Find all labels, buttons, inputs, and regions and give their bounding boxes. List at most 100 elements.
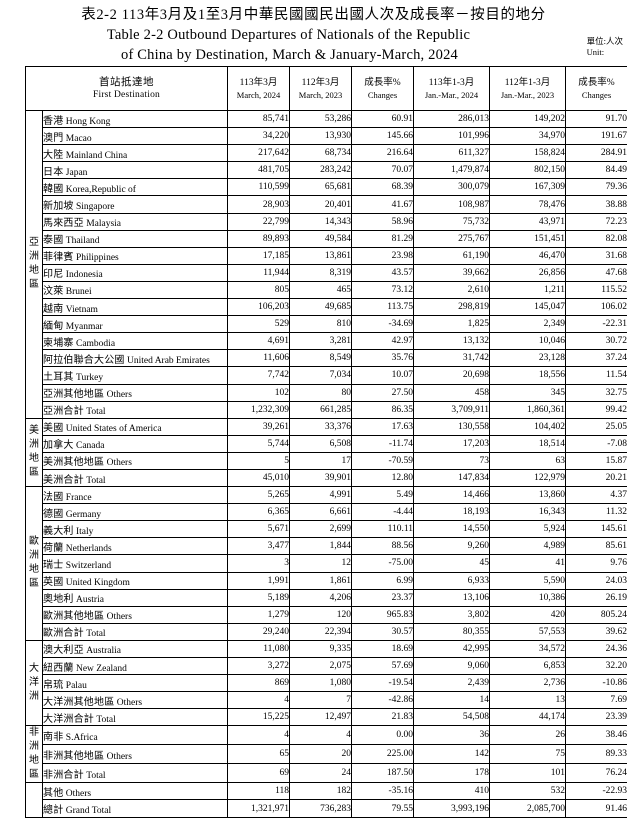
value-jan-mar-2024: 13,132	[414, 333, 490, 350]
value-jan-mar-2024: 14,466	[414, 487, 490, 504]
value-changes-monthly: 10.07	[352, 367, 414, 384]
value-changes-cumulative: -22.31	[566, 316, 627, 333]
value-jan-mar-2023: 44,174	[490, 709, 566, 726]
value-march-2024: 118	[228, 783, 290, 800]
value-march-2024: 11,944	[228, 264, 290, 281]
destination-cell: 法國 France	[43, 487, 228, 504]
value-changes-cumulative: 11.54	[566, 367, 627, 384]
value-march-2024: 217,642	[228, 145, 290, 162]
value-march-2023: 8,319	[290, 264, 352, 281]
value-changes-cumulative: 32.75	[566, 384, 627, 401]
value-changes-monthly: 6.99	[352, 572, 414, 589]
value-jan-mar-2024: 45	[414, 555, 490, 572]
value-jan-mar-2023: 101	[490, 764, 566, 783]
value-march-2024: 45,010	[228, 469, 290, 486]
value-jan-mar-2023: 46,470	[490, 247, 566, 264]
value-march-2023: 80	[290, 384, 352, 401]
destination-cell: 菲律賓 Philippines	[43, 247, 228, 264]
destination-cell: 香港 Hong Kong	[43, 111, 228, 128]
value-changes-monthly: 58.96	[352, 213, 414, 230]
value-march-2023: 9,335	[290, 640, 352, 657]
destination-cell: 土耳其 Turkey	[43, 367, 228, 384]
value-jan-mar-2024: 3,802	[414, 606, 490, 623]
value-jan-mar-2024: 54,508	[414, 709, 490, 726]
destination-cell: 義大利 Italy	[43, 521, 228, 538]
value-jan-mar-2023: 2,085,700	[490, 800, 566, 817]
value-jan-mar-2024: 2,439	[414, 675, 490, 692]
value-jan-mar-2023: 26	[490, 726, 566, 745]
value-march-2023: 68,734	[290, 145, 352, 162]
value-jan-mar-2024: 61,190	[414, 247, 490, 264]
value-march-2023: 1,844	[290, 538, 352, 555]
value-jan-mar-2023: 34,970	[490, 128, 566, 145]
destination-cell: 越南 Vietnam	[43, 299, 228, 316]
value-march-2023: 4,991	[290, 487, 352, 504]
value-changes-monthly: 43.57	[352, 264, 414, 281]
value-march-2023: 182	[290, 783, 352, 800]
value-jan-mar-2024: 3,993,196	[414, 800, 490, 817]
value-march-2024: 5,265	[228, 487, 290, 504]
column-header-jan-mar-2024: 113年1-3月 Jan.-Mar., 2024	[414, 67, 490, 111]
value-jan-mar-2024: 286,013	[414, 111, 490, 128]
destination-cell: 韓國 Korea,Republic of	[43, 179, 228, 196]
column-header-march-2024: 113年3月 March, 2024	[228, 67, 290, 111]
destination-cell: 加拿大 Canada	[43, 435, 228, 452]
value-changes-monthly: 68.39	[352, 179, 414, 196]
value-march-2024: 6,365	[228, 504, 290, 521]
value-march-2023: 6,661	[290, 504, 352, 521]
value-jan-mar-2023: 420	[490, 606, 566, 623]
column-header-changes-cumulative: 成長率% Changes	[566, 67, 627, 111]
value-jan-mar-2023: 149,202	[490, 111, 566, 128]
value-march-2023: 465	[290, 281, 352, 298]
value-changes-monthly: 35.76	[352, 350, 414, 367]
destination-cell: 汶萊 Brunei	[43, 281, 228, 298]
value-march-2024: 102	[228, 384, 290, 401]
value-changes-cumulative: 82.08	[566, 230, 627, 247]
value-changes-cumulative: 805.24	[566, 606, 627, 623]
value-jan-mar-2024: 275,767	[414, 230, 490, 247]
value-march-2024: 5,744	[228, 435, 290, 452]
value-changes-cumulative: 145.61	[566, 521, 627, 538]
value-jan-mar-2024: 31,742	[414, 350, 490, 367]
value-changes-cumulative: 85.61	[566, 538, 627, 555]
value-jan-mar-2023: 532	[490, 783, 566, 800]
value-changes-monthly: 17.63	[352, 418, 414, 435]
value-march-2024: 869	[228, 675, 290, 692]
value-march-2023: 2,075	[290, 658, 352, 675]
value-march-2024: 5,671	[228, 521, 290, 538]
destination-cell: 瑞士 Switzerland	[43, 555, 228, 572]
value-changes-monthly: 21.83	[352, 709, 414, 726]
value-changes-monthly: -19.54	[352, 675, 414, 692]
destination-cell: 美國 United States of America	[43, 418, 228, 435]
value-march-2023: 120	[290, 606, 352, 623]
value-changes-monthly: 5.49	[352, 487, 414, 504]
value-jan-mar-2023: 41	[490, 555, 566, 572]
value-changes-cumulative: 32.20	[566, 658, 627, 675]
value-changes-monthly: 23.98	[352, 247, 414, 264]
value-changes-monthly: 27.50	[352, 384, 414, 401]
value-changes-cumulative: 25.05	[566, 418, 627, 435]
value-changes-cumulative: 106.02	[566, 299, 627, 316]
value-jan-mar-2024: 9,060	[414, 658, 490, 675]
value-march-2024: 11,606	[228, 350, 290, 367]
value-changes-cumulative: 47.68	[566, 264, 627, 281]
value-march-2024: 28,903	[228, 196, 290, 213]
value-jan-mar-2023: 43,971	[490, 213, 566, 230]
value-changes-monthly: 73.12	[352, 281, 414, 298]
value-march-2023: 8,549	[290, 350, 352, 367]
value-jan-mar-2024: 20,698	[414, 367, 490, 384]
